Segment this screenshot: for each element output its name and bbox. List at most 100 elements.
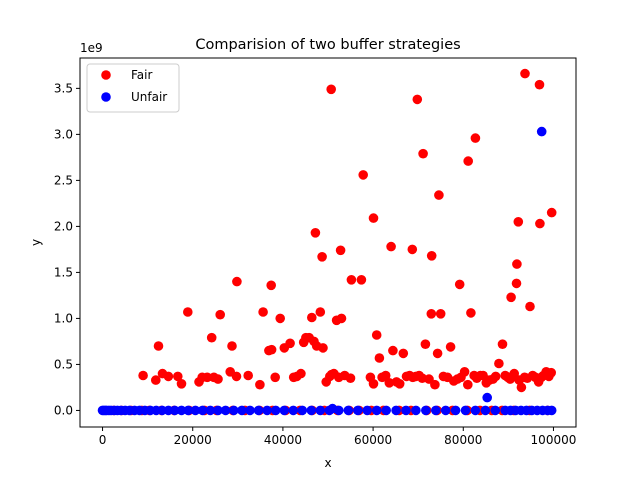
legend: Fair Unfair bbox=[86, 63, 180, 113]
data-point-unfair bbox=[421, 405, 431, 416]
legend-label-unfair: Unfair bbox=[131, 90, 167, 104]
x-tick-label: 40000 bbox=[264, 433, 302, 447]
data-point-unfair bbox=[490, 405, 501, 416]
data-point-fair bbox=[388, 345, 398, 356]
data-point-fair bbox=[380, 370, 391, 381]
data-point-fair bbox=[307, 312, 317, 323]
data-point-fair bbox=[358, 170, 369, 180]
data-point-unfair bbox=[306, 405, 317, 416]
data-point-fair bbox=[463, 379, 473, 390]
data-point-fair bbox=[506, 292, 516, 303]
y-axis-label: y bbox=[29, 239, 43, 246]
data-point-fair bbox=[384, 378, 395, 388]
data-point-fair bbox=[285, 338, 295, 349]
data-point-unfair bbox=[343, 405, 354, 416]
y-tick-label: 0.0 bbox=[54, 403, 73, 417]
data-point-fair bbox=[345, 373, 356, 384]
data-point-fair bbox=[490, 371, 501, 382]
data-point-unfair bbox=[431, 405, 441, 416]
data-point-unfair bbox=[315, 405, 326, 416]
data-point-fair bbox=[470, 133, 481, 143]
data-point-fair bbox=[430, 379, 440, 390]
x-tick-label: 20000 bbox=[174, 433, 212, 447]
data-point-fair bbox=[315, 307, 326, 317]
data-point-unfair bbox=[205, 405, 216, 416]
data-point-unfair bbox=[213, 405, 223, 416]
data-point-unfair bbox=[237, 405, 247, 416]
data-point-fair bbox=[318, 343, 328, 353]
data-point-fair bbox=[215, 309, 225, 320]
data-point-fair bbox=[335, 245, 346, 256]
data-point-fair bbox=[255, 379, 265, 390]
data-point-fair bbox=[420, 339, 431, 350]
data-point-unfair bbox=[297, 405, 308, 416]
data-point-unfair bbox=[411, 405, 421, 416]
data-point-fair bbox=[535, 218, 545, 229]
x-tick-label: 0 bbox=[99, 433, 107, 447]
data-point-fair bbox=[243, 370, 253, 381]
data-point-unfair bbox=[262, 405, 272, 416]
data-point-fair bbox=[227, 341, 237, 351]
data-point-fair bbox=[513, 217, 524, 227]
data-point-fair bbox=[546, 367, 556, 378]
y-tick-label: 1.5 bbox=[54, 265, 73, 279]
chart-title: Comparision of two buffer strategies bbox=[195, 37, 460, 53]
y-tick-label: 3.0 bbox=[54, 127, 73, 141]
data-point-unfair bbox=[480, 405, 491, 416]
data-point-fair bbox=[232, 276, 242, 287]
legend-label-fair: Fair bbox=[131, 68, 152, 82]
y-tick-label: 1.0 bbox=[54, 311, 73, 325]
data-point-fair bbox=[270, 372, 281, 383]
data-point-fair bbox=[398, 348, 409, 359]
data-point-unfair bbox=[391, 405, 401, 416]
data-point-fair bbox=[525, 301, 535, 312]
data-point-fair bbox=[275, 313, 286, 324]
data-point-unfair bbox=[470, 405, 481, 416]
data-point-fair bbox=[434, 190, 444, 200]
legend-marker-fair bbox=[101, 70, 111, 80]
data-point-fair bbox=[512, 259, 522, 269]
data-point-fair bbox=[374, 353, 385, 363]
data-point-unfair bbox=[381, 405, 392, 416]
y-tick-label: 3.5 bbox=[54, 81, 73, 95]
data-point-unfair bbox=[183, 405, 193, 416]
data-point-fair bbox=[206, 332, 217, 343]
data-point-fair bbox=[163, 371, 174, 382]
data-point-fair bbox=[258, 307, 268, 317]
data-point-unfair bbox=[279, 405, 290, 416]
data-point-fair bbox=[356, 275, 367, 285]
data-point-unfair bbox=[450, 405, 461, 416]
data-point-fair bbox=[326, 84, 337, 95]
data-point-unfair bbox=[169, 405, 180, 416]
data-point-fair bbox=[445, 342, 456, 352]
data-point-fair bbox=[386, 241, 396, 252]
data-point-fair bbox=[368, 379, 379, 389]
y-tick-label: 2.5 bbox=[54, 173, 73, 187]
data-point-fair bbox=[394, 379, 405, 389]
data-point-fair bbox=[466, 308, 476, 318]
data-point-unfair bbox=[362, 405, 373, 416]
data-point-unfair bbox=[482, 392, 493, 403]
plot-frame bbox=[79, 57, 577, 428]
data-point-fair bbox=[520, 68, 530, 79]
data-point-unfair bbox=[176, 405, 187, 416]
data-point-fair bbox=[346, 275, 357, 285]
x-tick-label: 60000 bbox=[354, 433, 392, 447]
data-point-unfair bbox=[270, 405, 281, 416]
data-point-fair bbox=[173, 371, 183, 382]
data-point-fair bbox=[463, 156, 474, 166]
x-tick-label: 100000 bbox=[531, 433, 577, 447]
data-point-fair bbox=[336, 313, 347, 324]
data-point-fair bbox=[213, 374, 223, 384]
data-point-fair bbox=[412, 94, 423, 105]
data-point-unfair bbox=[401, 405, 411, 416]
data-point-fair bbox=[426, 309, 437, 319]
data-point-fair bbox=[310, 228, 321, 238]
data-points-layer bbox=[97, 68, 557, 416]
data-point-unfair bbox=[229, 405, 239, 416]
data-point-unfair bbox=[220, 405, 231, 416]
data-point-unfair bbox=[253, 405, 264, 416]
data-point-fair bbox=[497, 339, 508, 350]
data-point-fair bbox=[371, 330, 382, 340]
data-point-fair bbox=[516, 382, 527, 393]
